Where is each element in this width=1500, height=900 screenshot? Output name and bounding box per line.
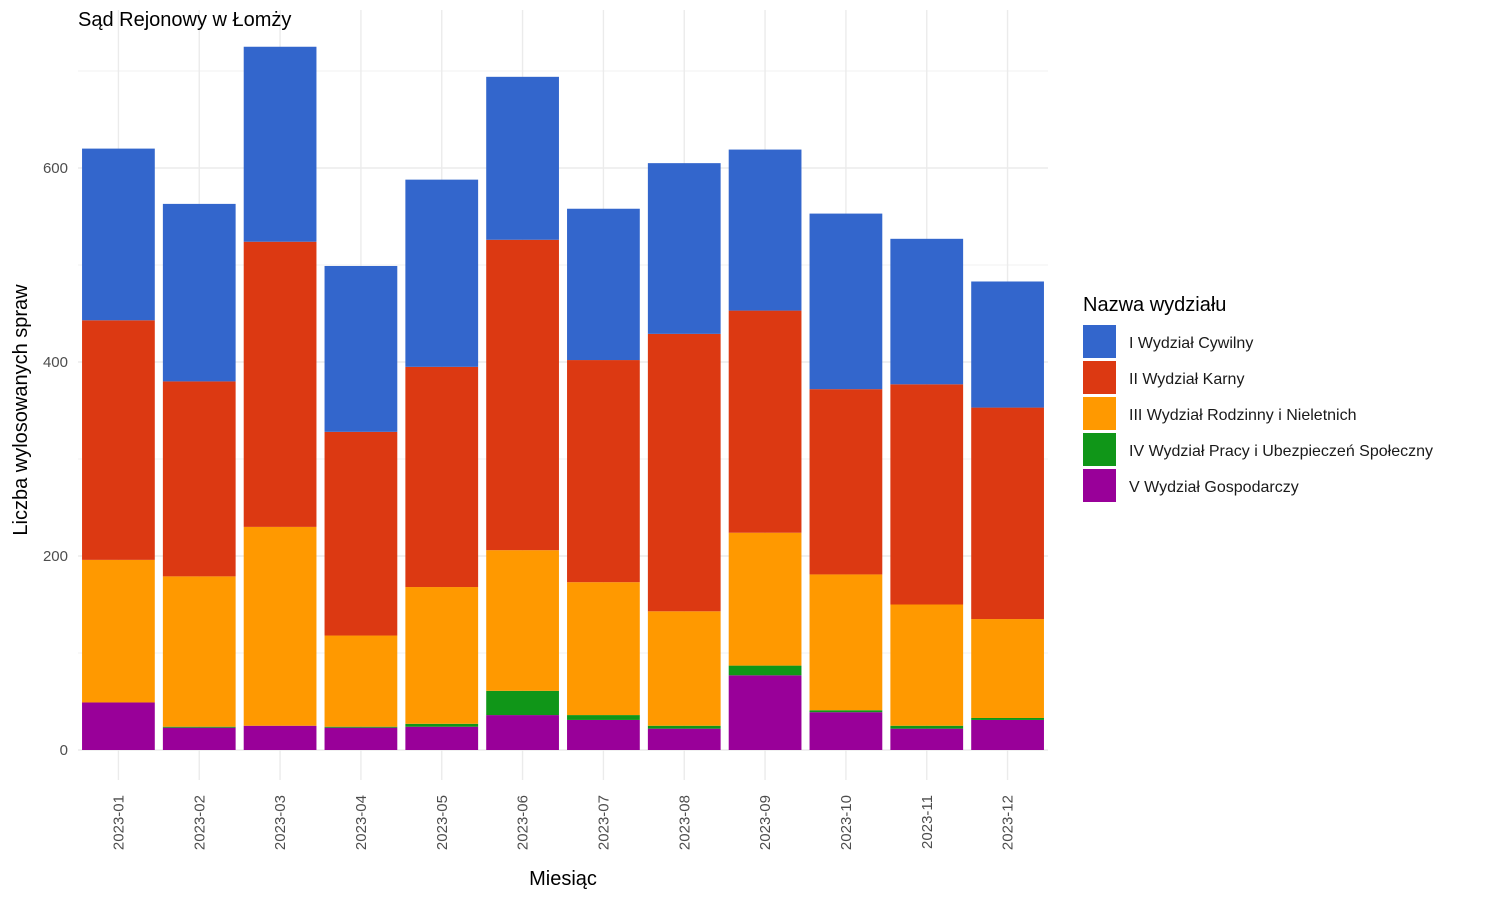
bar-segment [728,149,802,311]
y-tick-label: 0 [60,742,68,759]
bar-segment [890,604,964,726]
bar-segment [728,310,802,533]
bar-segment [162,727,236,750]
bar-segment [971,717,1044,720]
bar-segment [324,726,398,728]
bar-segment [82,148,155,321]
bar-segment [486,550,559,691]
legend-swatch [1083,469,1116,502]
x-tick-label: 2023-03 [272,795,289,850]
bar-segment [809,710,883,713]
bar-segment [890,728,964,750]
bar-segment [324,265,398,432]
bar-segment [647,611,721,726]
x-axis-title: Miesiąc [529,868,597,890]
chart-title: Sąd Rejonowy w Łomży [78,9,291,31]
bar-segment [486,239,559,551]
x-tick-label: 2023-04 [353,795,370,850]
bar-segment [647,728,721,750]
bar-segment [971,719,1044,750]
bar-segment [809,574,883,711]
bar-segment [890,238,964,385]
bar-segment [890,384,964,605]
legend-swatch [1083,361,1116,394]
bar-segment [324,727,398,750]
bar-segment [162,576,236,727]
bar-segment [405,179,479,367]
bar-segment [324,635,398,727]
bar-segment [243,46,317,242]
x-tick-label: 2023-08 [676,795,693,850]
bar-segment [567,582,640,716]
bar-segment [890,725,964,729]
legend-label: V Wydział Gospodarczy [1129,479,1299,496]
bar-segment [162,381,236,577]
bar-segment [82,559,155,703]
bar-segment [971,407,1044,620]
x-tick-label: 2023-12 [1000,795,1017,850]
bar-segment [324,431,398,636]
x-tick-label: 2023-07 [595,795,612,850]
bar-segment [809,213,883,390]
bar-segment [405,726,479,750]
legend: Nazwa wydziału I Wydział Cywilny II Wydzi… [1083,294,1433,502]
x-tick-label: 2023-06 [515,795,532,850]
bar-segment [486,715,559,750]
bar-segment [809,389,883,575]
bar-segment [243,725,317,750]
y-tick-label: 600 [43,160,68,177]
bar-segment [728,532,802,666]
x-tick-label: 2023-05 [434,795,451,850]
y-tick-label: 200 [43,548,68,565]
bar-segment [243,526,317,726]
bar-segment [405,723,479,727]
bar-segment [971,281,1044,408]
bar-segment [728,665,802,676]
bar-segment [647,163,721,334]
bar-segment [647,333,721,612]
bars [82,46,1044,750]
bar-segment [405,366,479,588]
bar-segment [486,76,559,240]
y-axis-ticks: 0 200 400 600 [43,160,68,759]
legend-label: I Wydział Cywilny [1129,335,1253,352]
x-tick-label: 2023-01 [110,795,127,850]
bar-segment [82,702,155,750]
bar-segment [809,712,883,750]
bar-segment [82,320,155,560]
y-axis-title: Liczba wylosowanych spraw [10,284,32,536]
bar-segment [567,208,640,361]
bar-segment [567,719,640,750]
legend-swatch [1083,433,1116,466]
legend-label: III Wydział Rodzinny i Nieletnich [1129,407,1357,424]
x-tick-label: 2023-09 [757,795,774,850]
bar-segment [647,725,721,729]
x-tick-label: 2023-11 [919,795,936,849]
legend-title: Nazwa wydziału [1083,294,1226,316]
bar-segment [405,587,479,724]
x-axis-ticks: 2023-01 2023-02 2023-03 2023-04 2023-05 2023-… [110,795,1016,850]
legend-swatch [1083,325,1116,358]
legend-label: II Wydział Karny [1129,371,1244,388]
legend-swatch [1083,397,1116,430]
bar-segment [971,619,1044,718]
x-tick-label: 2023-02 [191,795,208,850]
x-tick-label: 2023-10 [838,795,855,850]
bar-segment [162,203,236,382]
bar-segment [567,360,640,583]
bar-segment [486,690,559,716]
bar-segment [728,675,802,750]
bar-segment [162,726,236,728]
bar-segment [243,241,317,527]
legend-label: IV Wydział Pracy i Ubezpieczeń Społeczny [1129,443,1433,460]
y-tick-label: 400 [43,354,68,371]
bar-segment [567,715,640,720]
